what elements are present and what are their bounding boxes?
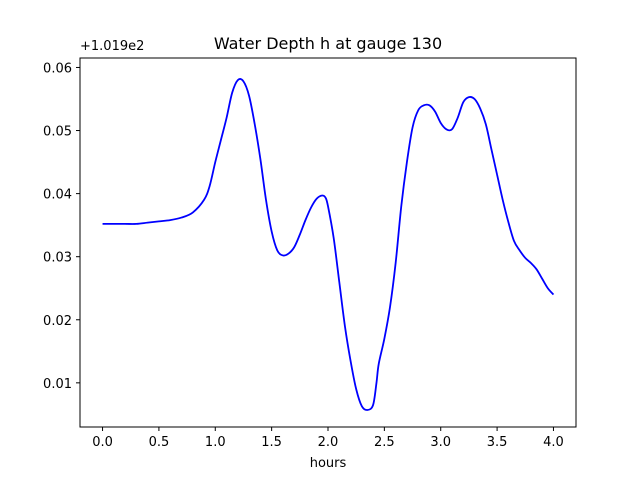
x-tick-label: 1.5 xyxy=(261,435,282,450)
plot-frame xyxy=(79,57,577,428)
y-offset-label: +1.019e2 xyxy=(80,39,144,54)
y-axis: 0.01 0.02 0.03 0.04 0.05 0.06 xyxy=(43,61,80,392)
x-axis-label: hours xyxy=(310,456,347,471)
x-axis: 0.0 0.5 1.0 1.5 2.0 2.5 3.0 3.5 4.0 xyxy=(92,427,564,450)
y-tick-label: 0.04 xyxy=(43,188,72,203)
chart-title: Water Depth h at gauge 130 xyxy=(214,34,442,53)
x-tick-label: 2.0 xyxy=(318,435,339,450)
y-tick-label: 0.01 xyxy=(43,377,72,392)
x-tick-label: 1.0 xyxy=(205,435,226,450)
x-tick-label: 2.5 xyxy=(374,435,395,450)
y-tick-label: 0.03 xyxy=(43,251,72,266)
x-tick-label: 3.0 xyxy=(430,435,451,450)
x-tick-label: 4.0 xyxy=(543,435,564,450)
x-tick-label: 0.0 xyxy=(92,435,113,450)
series-layer xyxy=(102,78,555,411)
y-tick-label: 0.05 xyxy=(43,125,72,140)
y-tick-label: 0.02 xyxy=(43,314,72,329)
series-line xyxy=(102,78,555,411)
y-tick-label: 0.06 xyxy=(43,61,72,76)
x-tick-label: 0.5 xyxy=(149,435,170,450)
x-tick-label: 3.5 xyxy=(487,435,508,450)
